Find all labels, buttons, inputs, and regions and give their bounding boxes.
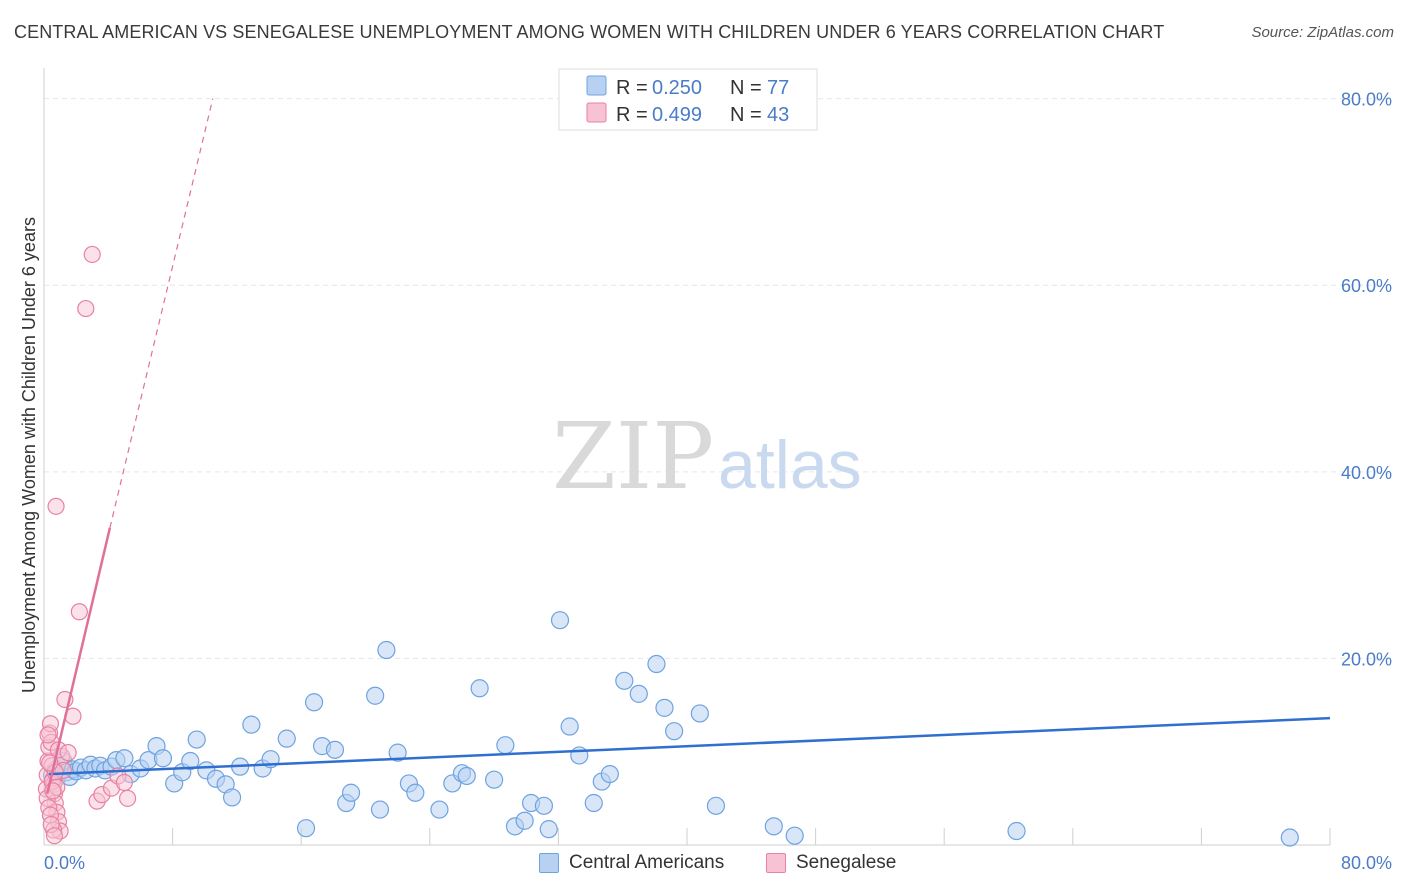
y-tick-label-80: 80.0% (1341, 90, 1392, 110)
senegalese-point (70, 603, 88, 621)
central-americans-point (406, 783, 425, 802)
central-americans-point (764, 817, 783, 836)
y-tick-label-60: 60.0% (1341, 276, 1392, 296)
central-americans-point (600, 764, 619, 784)
senegalese-r-label: R = (616, 104, 648, 126)
grid-layer (44, 98, 1392, 659)
axes-layer (43, 68, 1331, 846)
central-americans-point (325, 740, 345, 759)
central-americans-point (496, 736, 515, 755)
senegalese-point (77, 299, 95, 318)
senegalese-point (39, 726, 57, 744)
central-americans-point (457, 766, 476, 786)
central-americans-point (366, 686, 385, 705)
chart-title: CENTRAL AMERICAN VS SENEGALESE UNEMPLOYM… (14, 22, 1165, 42)
central-americans-point (304, 693, 324, 712)
central-americans-swatch (586, 75, 607, 96)
y-axis-label-group: Unemployment Among Women with Children U… (19, 217, 39, 693)
central-americans-point (584, 793, 603, 813)
senegalese-trend-extension (109, 98, 214, 528)
central-americans-point (785, 826, 804, 845)
central-americans-point (277, 729, 296, 748)
senegalese-point (115, 773, 133, 792)
senegalese-point (59, 744, 77, 762)
central-americans-point (706, 796, 726, 815)
central-americans-point (377, 640, 396, 660)
central-r-label: R = (616, 77, 648, 99)
legend-label-senegalese: Senegalese (796, 852, 897, 873)
central-r-value: 0.250 (652, 77, 702, 99)
series-legend: Central Americans Senegalese (0, 852, 1406, 876)
x-tick-label-0: 0.0% (44, 853, 85, 873)
senegalese-n-value: 43 (767, 104, 789, 126)
central-americans-point (470, 679, 489, 698)
central-americans-point (341, 783, 361, 802)
senegalese-swatch (586, 102, 607, 123)
central-americans-point (539, 820, 558, 839)
central-americans-point (153, 749, 173, 768)
central-n-label: N = (730, 77, 762, 99)
y-axis-label: Unemployment Among Women with Children U… (19, 217, 39, 693)
central-americans-point (665, 722, 684, 741)
central-americans-point (296, 819, 316, 838)
central-americans-point (515, 811, 534, 830)
legend-swatch-central-americans (539, 853, 559, 873)
y-tick-label-40: 40.0% (1341, 463, 1392, 483)
senegalese-point (45, 827, 64, 845)
central-americans-point (1280, 828, 1299, 847)
tick-labels: 20.0% 40.0% 60.0% 80.0% 0.0% 80.0% (44, 90, 1392, 873)
senegalese-point (118, 789, 137, 807)
central-n-value: 77 (767, 77, 789, 99)
watermark-zip: ZIP (552, 403, 714, 510)
senegalese-point (83, 245, 101, 264)
senegalese-point (47, 497, 65, 515)
source-label: Source: ZipAtlas.com (1251, 24, 1394, 41)
central-americans-point (655, 698, 674, 717)
stats-legend: R = 0.250 N = 77 R = 0.499 N = 43 (558, 68, 818, 131)
central-americans-point (242, 715, 261, 734)
central-americans-point (560, 717, 579, 736)
legend-swatch-senegalese (766, 853, 786, 873)
central-americans-point (485, 770, 504, 789)
trend-lines (45, 98, 1331, 794)
central-americans-point (388, 743, 407, 762)
central-americans-point (1007, 821, 1026, 841)
central-americans-point (181, 751, 200, 771)
legend-label-central-americans: Central Americans (569, 852, 725, 873)
legend-item-senegalese[interactable]: Senegalese (766, 852, 896, 874)
senegalese-trend-line (45, 527, 112, 794)
central-americans-point (629, 684, 648, 703)
central-americans-point (690, 704, 709, 723)
watermark-atlas: atlas (718, 427, 862, 503)
central-americans-trend-line (48, 716, 1331, 776)
senegalese-n-label: N = (730, 104, 762, 126)
central-americans-point (430, 800, 449, 819)
central-americans-point (647, 654, 666, 674)
watermark: ZIP atlas (552, 403, 862, 510)
central-americans-point (534, 796, 554, 815)
y-tick-label-20: 20.0% (1341, 649, 1392, 669)
central-americans-point (370, 800, 390, 819)
legend-item-central-americans[interactable]: Central Americans (539, 852, 724, 874)
senegalese-r-value: 0.499 (652, 104, 702, 126)
central-americans-point (222, 788, 242, 807)
central-americans-point (187, 730, 206, 749)
central-americans-point (550, 611, 570, 630)
central-americans-point (115, 749, 134, 768)
x-tick-label-80: 80.0% (1341, 853, 1392, 873)
central-americans-point (615, 671, 634, 690)
